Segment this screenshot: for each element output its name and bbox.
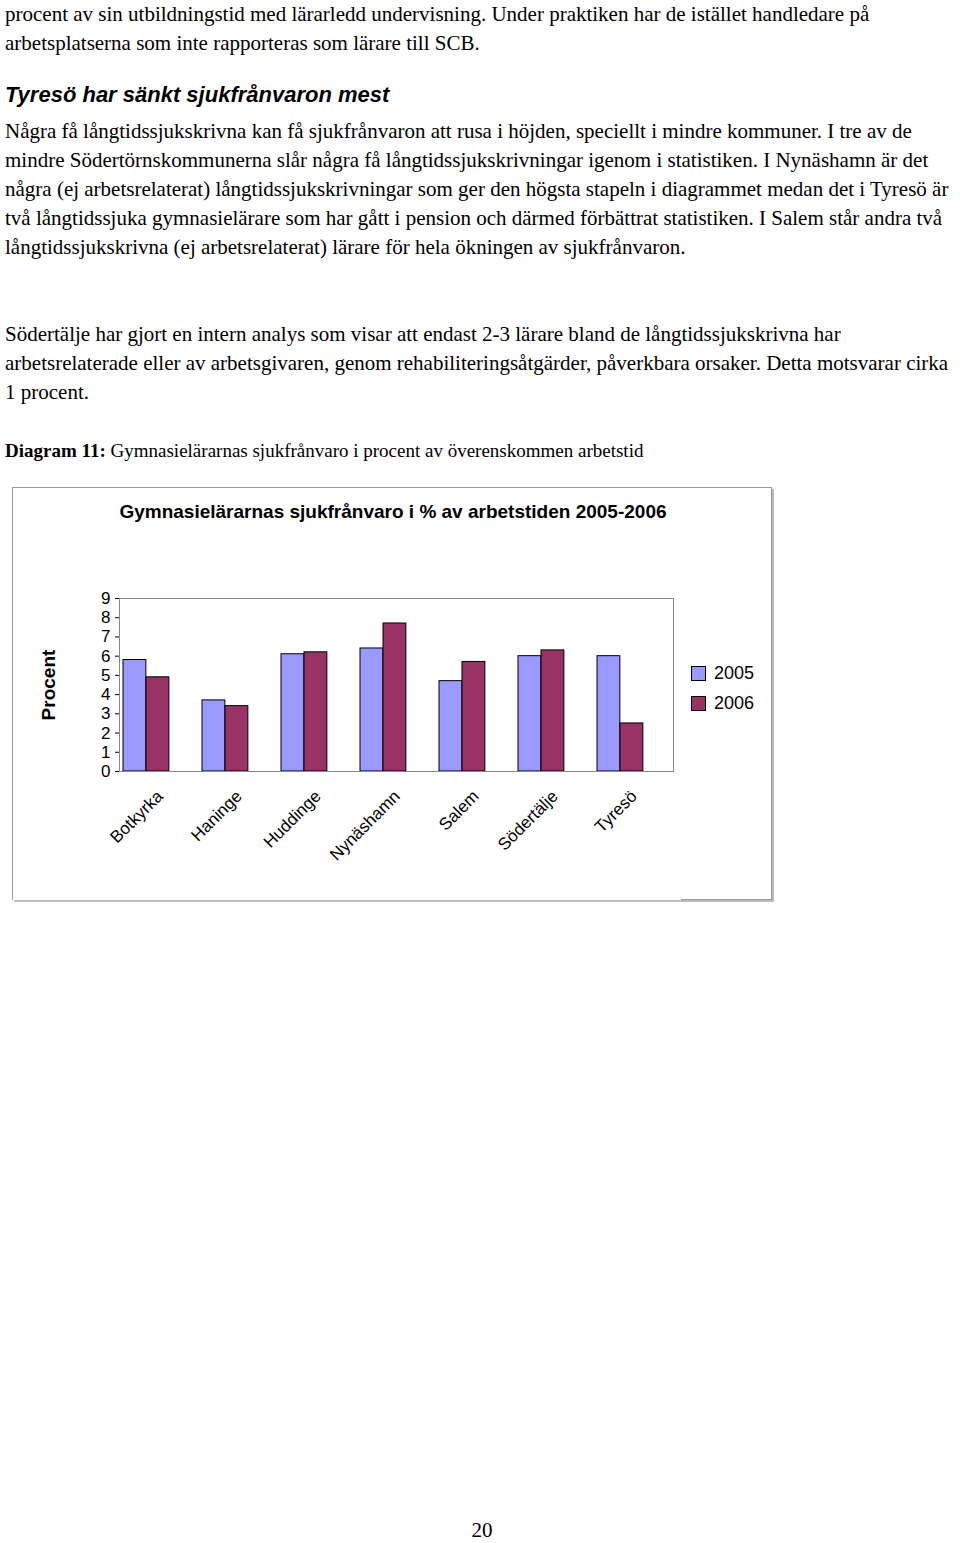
html-text:20: 20	[471, 1518, 493, 1542]
svg-text:Nynäshamn: Nynäshamn	[326, 787, 404, 865]
svg-text:Södertälje: Södertälje	[494, 787, 562, 855]
html-text:2005: 2005	[714, 662, 754, 683]
svg-text:0: 0	[101, 762, 110, 781]
html-text:Diagram 11: Gymnasielärarnas s: Diagram 11: Gymnasielärarnas sjukfrånvar…	[5, 440, 644, 461]
svg-text:9: 9	[101, 589, 110, 608]
svg-text:Procent: Procent	[38, 649, 59, 720]
svg-text:Botkyrka: Botkyrka	[106, 786, 167, 847]
html-text:procent av sin utbildningstid: procent av sin utbildningstid med lärarl…	[5, 2, 870, 55]
svg-text:Haninge: Haninge	[187, 787, 245, 845]
svg-text:3: 3	[101, 704, 110, 723]
svg-text:1: 1	[101, 743, 110, 762]
svg-text:Salem: Salem	[435, 787, 483, 835]
svg-text:2: 2	[101, 723, 110, 742]
svg-text:4: 4	[101, 685, 110, 704]
svg-text:6: 6	[101, 647, 110, 666]
svg-text:5: 5	[101, 666, 110, 685]
html-text:Några få långtidssjukskrivna k: Några få långtidssjukskrivna kan få sjuk…	[5, 119, 949, 259]
svg-text:8: 8	[101, 608, 110, 627]
html-text:Gymnasielärarnas sjukfrånvaro: Gymnasielärarnas sjukfrånvaro i % av arb…	[119, 501, 667, 522]
html-text:2006: 2006	[714, 692, 754, 713]
svg-text:7: 7	[101, 627, 110, 646]
html-text:Södertälje har gjort en intern: Södertälje har gjort en intern analys so…	[5, 322, 949, 404]
svg-text:Huddinge: Huddinge	[260, 787, 325, 852]
svg-text:Tyresö: Tyresö	[591, 787, 641, 837]
html-text:Tyresö har sänkt sjukfrånvaron: Tyresö har sänkt sjukfrånvaron mest	[5, 82, 390, 107]
